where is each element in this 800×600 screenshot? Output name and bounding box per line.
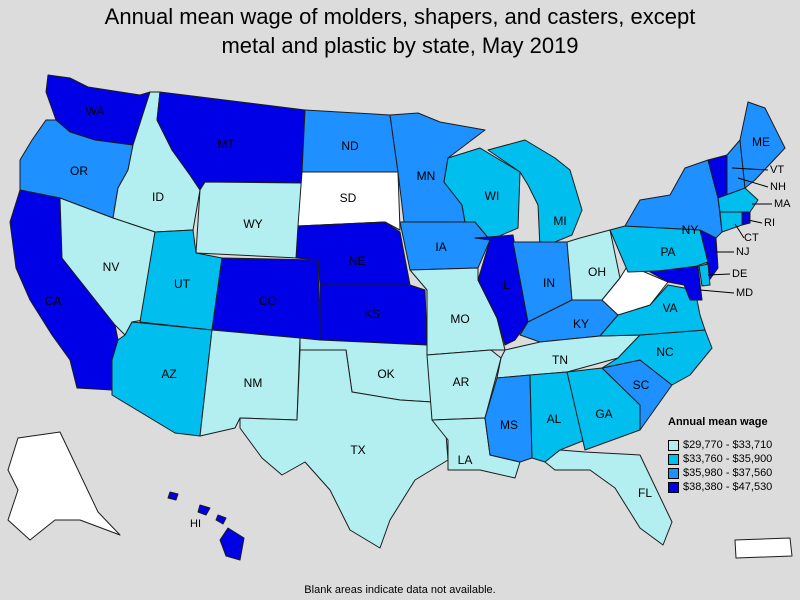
legend-label: $38,380 - $47,530 <box>683 481 773 493</box>
legend-swatch <box>668 453 679 465</box>
legend-item: $38,380 - $47,530 <box>668 480 800 494</box>
state-shapes <box>7 74 793 561</box>
state-ri[interactable] <box>741 211 751 226</box>
label-nd: ND <box>341 139 359 153</box>
label-tn: TN <box>552 353 568 367</box>
state-ak[interactable] <box>7 431 121 541</box>
label-sd: SD <box>340 191 357 205</box>
label-ut: UT <box>174 277 191 291</box>
label-mi: MI <box>553 214 566 228</box>
label-co: CO <box>259 294 277 308</box>
label-vt: VT <box>770 164 784 176</box>
state-tx[interactable] <box>239 349 449 549</box>
label-nc: NC <box>656 345 674 359</box>
legend-item: $33,760 - $35,900 <box>668 452 800 466</box>
label-al: AL <box>547 412 562 426</box>
label-az: AZ <box>161 367 176 381</box>
state-hi[interactable] <box>167 491 245 561</box>
label-hi: HI <box>190 518 201 530</box>
label-ma: MA <box>774 198 791 210</box>
legend-title: Annual mean wage <box>668 416 768 428</box>
label-va: VA <box>662 301 677 315</box>
label-mn: MN <box>417 169 436 183</box>
state-wy[interactable] <box>195 181 303 259</box>
label-md: MD <box>736 287 753 299</box>
label-pa: PA <box>660 245 675 259</box>
state-mi[interactable] <box>487 139 583 249</box>
state-sd[interactable] <box>297 171 401 231</box>
label-ca: CA <box>45 294 62 308</box>
legend-swatch <box>668 481 679 493</box>
label-sc: SC <box>633 378 650 392</box>
label-ct: CT <box>744 232 759 244</box>
legend-label: $29,770 - $33,710 <box>683 439 773 451</box>
state-ks[interactable] <box>319 284 428 346</box>
label-in: IN <box>543 276 555 290</box>
legend-label: $35,980 - $37,560 <box>683 467 773 479</box>
map-title: Annual mean wage of molders, shapers, an… <box>0 2 800 60</box>
footnote: Blank areas indicate data not available. <box>304 584 496 596</box>
legend-item: $35,980 - $37,560 <box>668 466 800 480</box>
legend-swatch <box>668 467 679 479</box>
label-mo: MO <box>450 312 469 326</box>
state-ar[interactable] <box>426 349 502 421</box>
label-nj: NJ <box>736 246 749 258</box>
label-nm: NM <box>244 376 263 390</box>
label-ny: NY <box>682 223 699 237</box>
map-title-line-1: Annual mean wage of molders, shapers, an… <box>104 4 696 29</box>
legend-label: $33,760 - $35,900 <box>683 453 773 465</box>
label-de: DE <box>732 268 747 280</box>
label-mt: MT <box>217 137 235 151</box>
label-ks: KS <box>364 307 380 321</box>
state-md[interactable] <box>649 265 703 301</box>
label-fl: FL <box>638 486 652 500</box>
label-wi: WI <box>485 189 500 203</box>
label-ok: OK <box>377 367 394 381</box>
label-ar: AR <box>453 375 470 389</box>
label-ia: IA <box>435 240 446 254</box>
legend: Annual mean wage $29,770 - $33,710 $33,7… <box>668 416 800 494</box>
state-callouts: VT NH MA RI CT NJ DE MD HI <box>190 164 791 530</box>
label-oh: OH <box>588 265 606 279</box>
label-ri: RI <box>764 217 775 229</box>
state-pr[interactable] <box>734 537 793 559</box>
label-il: IL <box>500 278 510 292</box>
label-id: ID <box>152 190 164 204</box>
state-fl[interactable] <box>544 449 673 546</box>
label-ne: NE <box>349 254 366 268</box>
legend-item: $29,770 - $33,710 <box>668 438 800 452</box>
legend-swatch <box>668 439 679 451</box>
state-de[interactable] <box>698 263 711 287</box>
label-la: LA <box>458 453 473 467</box>
state-ia[interactable] <box>399 221 491 271</box>
label-ky: KY <box>573 317 589 331</box>
state-ma[interactable] <box>717 187 759 213</box>
label-or: OR <box>70 164 88 178</box>
state-wi[interactable] <box>443 147 521 241</box>
label-nv: NV <box>103 260 120 274</box>
label-ms: MS <box>500 418 518 432</box>
label-nh: NH <box>770 181 786 193</box>
label-ga: GA <box>595 407 612 421</box>
label-me: ME <box>752 135 770 149</box>
state-labels: WA OR CA ID NV MT WY UT AZ CO NM ND SD N… <box>45 104 770 500</box>
label-tx: TX <box>350 443 365 457</box>
label-wy: WY <box>243 217 262 231</box>
map-title-line-2: metal and plastic by state, May 2019 <box>221 33 579 58</box>
label-wa: WA <box>86 104 105 118</box>
